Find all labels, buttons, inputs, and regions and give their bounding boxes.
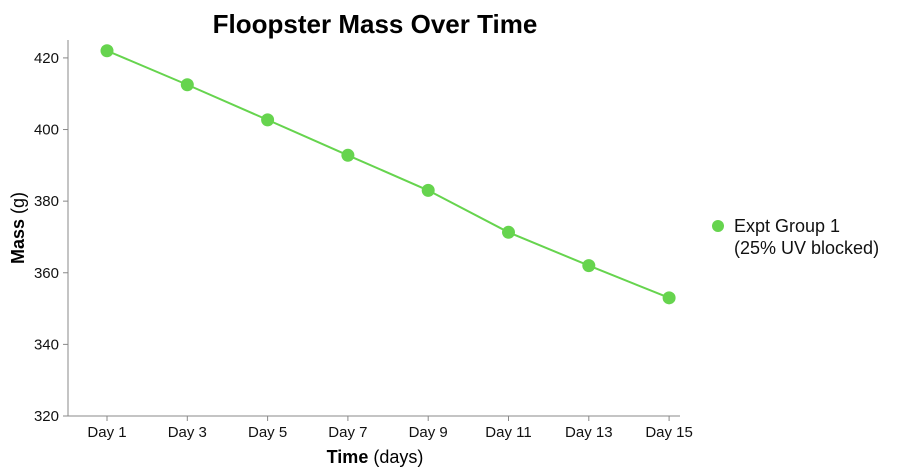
y-axis-title-unit: (g): [8, 192, 28, 219]
y-tick-label: 340: [34, 336, 59, 353]
legend-label-line2: (25% UV blocked): [734, 238, 879, 258]
x-axis-title-main: Time: [327, 447, 369, 467]
data-point: [662, 291, 676, 305]
data-point: [582, 259, 596, 273]
x-axis-title-unit: (days): [368, 447, 423, 467]
y-tick-label: 420: [34, 50, 59, 67]
x-tick-label: Day 15: [645, 424, 693, 441]
x-tick-label: Day 9: [409, 424, 448, 441]
legend-marker: [712, 220, 724, 232]
data-point: [502, 225, 515, 239]
legend-label-line1: Expt Group 1: [734, 216, 840, 236]
data-point: [100, 44, 114, 58]
y-tick-label: 320: [34, 408, 59, 425]
x-axis-title: Time (days): [327, 447, 424, 467]
data-point: [180, 78, 194, 92]
series-line: [106, 49, 670, 299]
x-tick-label: Day 3: [168, 424, 207, 441]
x-tick-label: Day 1: [87, 424, 126, 441]
series-group: [100, 44, 676, 305]
y-tick-label: 380: [34, 193, 59, 210]
y-tick-label: 360: [34, 265, 59, 282]
y-axis-ticks: 320 340 360 380 400 420: [34, 50, 68, 425]
y-tick-label: 400: [34, 122, 59, 139]
x-axis-ticks: Day 1 Day 3 Day 5 Day 7 Day 9 Day 11 Day 13 Day…: [87, 416, 693, 441]
data-point: [421, 183, 435, 197]
x-tick-label: Day 11: [485, 424, 531, 441]
data-point: [261, 113, 275, 127]
y-axis-title-main: Mass: [8, 219, 28, 264]
data-point: [341, 148, 355, 162]
y-axis-title: Mass (g): [8, 192, 28, 264]
x-tick-label: Day 7: [328, 424, 367, 441]
chart-title: Floopster Mass Over Time: [213, 9, 538, 39]
x-tick-label: Day 13: [565, 424, 613, 441]
x-tick-label: Day 5: [248, 424, 287, 441]
legend: Expt Group 1 (25% UV blocked): [712, 216, 879, 258]
